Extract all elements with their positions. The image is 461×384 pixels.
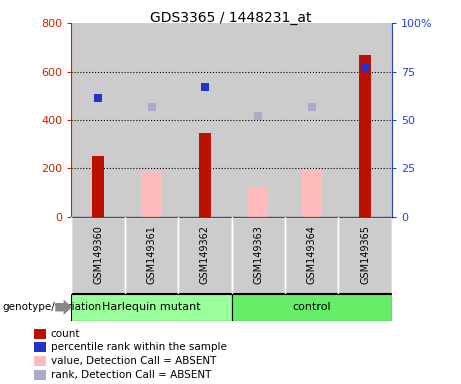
Bar [34,342,47,352]
Bar [359,55,371,217]
Bar [71,294,231,321]
Bar [301,170,322,217]
Text: control: control [292,302,331,312]
Bar [142,171,162,217]
Bar [248,188,268,217]
Text: Harlequin mutant: Harlequin mutant [102,302,201,312]
Text: GSM149361: GSM149361 [147,225,157,283]
Bar [125,217,178,294]
Text: percentile rank within the sample: percentile rank within the sample [51,342,226,352]
Text: GSM149362: GSM149362 [200,225,210,284]
Text: GSM149365: GSM149365 [360,225,370,284]
Bar [92,156,104,217]
Text: genotype/variation: genotype/variation [2,302,101,312]
Bar [338,217,392,294]
Text: rank, Detection Call = ABSENT: rank, Detection Call = ABSENT [51,371,211,381]
Text: count: count [51,329,80,339]
Bar [34,356,47,366]
Bar [34,371,47,380]
Text: value, Detection Call = ABSENT: value, Detection Call = ABSENT [51,356,216,366]
Text: GSM149364: GSM149364 [307,225,317,283]
Bar [199,133,211,217]
Bar [231,294,392,321]
Bar [285,217,338,294]
Text: GSM149363: GSM149363 [254,225,263,283]
Bar [178,217,231,294]
Bar [338,23,392,217]
Bar [71,217,125,294]
Bar [231,217,285,294]
Text: GSM149360: GSM149360 [93,225,103,283]
Bar [178,23,231,217]
Bar [285,23,338,217]
Bar [231,23,285,217]
Bar [125,23,178,217]
Bar [71,23,125,217]
Bar [34,329,47,339]
Text: GDS3365 / 1448231_at: GDS3365 / 1448231_at [150,11,311,25]
